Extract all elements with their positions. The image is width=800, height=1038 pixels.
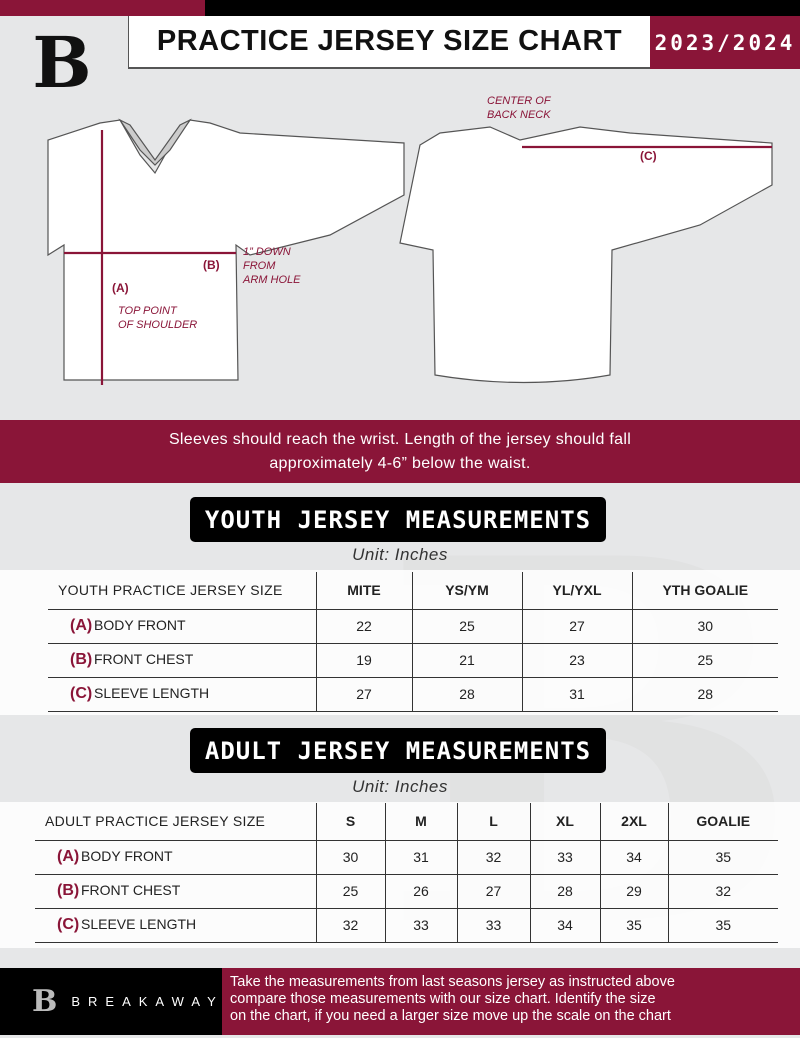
- value-cell: 22: [315, 609, 412, 644]
- season-label: 2023/2024: [650, 16, 800, 69]
- value-cell: 32: [667, 874, 778, 909]
- value-cell: 35: [599, 908, 668, 943]
- footer-line-3: on the chart, if you need a larger size …: [230, 1008, 671, 1024]
- table-row: (A) BODY FRONT 30 31 32 33 34 35: [35, 840, 778, 875]
- header-cell: S: [315, 803, 385, 841]
- value-cell: 29: [599, 874, 668, 909]
- value-cell: 34: [529, 908, 600, 943]
- header-cell: ADULT PRACTICE JERSEY SIZE: [35, 803, 316, 841]
- value-cell: 33: [384, 908, 457, 943]
- value-cell: 33: [529, 840, 600, 875]
- footer-brand-name: BREAKAWAY: [71, 994, 224, 1009]
- brand-logo: B: [32, 21, 92, 104]
- value-cell: 19: [315, 643, 412, 678]
- label-center-back-neck: CENTER OF BACK NECK: [487, 95, 551, 121]
- value-cell: 34: [599, 840, 668, 875]
- row-name: BODY FRONT: [94, 617, 186, 633]
- value-cell: 26: [384, 874, 457, 909]
- header-cell: YS/YM: [411, 572, 522, 610]
- row-name: FRONT CHEST: [81, 882, 181, 898]
- footer-brand: B BREAKAWAY: [0, 968, 222, 1035]
- footer-line-1: Take the measurements from last seasons …: [230, 974, 675, 990]
- row-letter: (B): [57, 882, 80, 899]
- label-a-note: TOP POINT OF SHOULDER: [118, 305, 198, 331]
- front-jersey: [47, 118, 405, 381]
- row-label: (A) BODY FRONT: [48, 609, 316, 644]
- fit-guidance-line-1: Sleeves should reach the wrist. Length o…: [168, 431, 632, 448]
- header-cell: L: [456, 803, 530, 841]
- header-cell: YTH GOALIE: [631, 572, 778, 610]
- row-label: (C) SLEEVE LENGTH: [48, 677, 316, 712]
- youth-section-title: YOUTH JERSEY MEASUREMENTS: [190, 497, 606, 542]
- table-header-row: ADULT PRACTICE JERSEY SIZE S M L XL 2XL …: [35, 803, 778, 841]
- header-cell: YL/YXL: [521, 572, 632, 610]
- value-cell: 30: [315, 840, 385, 875]
- value-cell: 28: [529, 874, 600, 909]
- top-bar: [205, 0, 800, 16]
- footer-line-2: compare those measurements with our size…: [230, 991, 656, 1007]
- row-letter: (B): [70, 651, 93, 668]
- value-cell: 31: [521, 677, 632, 712]
- row-letter: (A): [70, 617, 93, 634]
- header-cell: 2XL: [599, 803, 668, 841]
- value-cell: 27: [315, 677, 412, 712]
- row-name: BODY FRONT: [81, 848, 173, 864]
- row-letter: (A): [57, 848, 80, 865]
- table-row: (C) SLEEVE LENGTH 32 33 33 34 35 35: [35, 908, 778, 943]
- header-cell: MITE: [315, 572, 412, 610]
- footer-instructions: Take the measurements from last seasons …: [222, 968, 800, 1035]
- value-cell: 23: [521, 643, 632, 678]
- footer-logo: B: [32, 984, 58, 1019]
- row-label: (A) BODY FRONT: [35, 840, 316, 875]
- value-cell: 30: [631, 609, 778, 644]
- table-header-row: YOUTH PRACTICE JERSEY SIZE MITE YS/YM YL…: [48, 572, 778, 610]
- youth-unit: Unit: Inches: [352, 545, 448, 564]
- row-letter: (C): [57, 916, 80, 933]
- page-title: PRACTICE JERSEY SIZE CHART: [128, 16, 650, 69]
- value-cell: 21: [411, 643, 522, 678]
- fit-guidance-line-2: approximately 4-6” below the waist.: [269, 455, 531, 472]
- label-a: (A): [112, 281, 129, 295]
- value-cell: 25: [411, 609, 522, 644]
- youth-size-table: YOUTH PRACTICE JERSEY SIZE MITE YS/YM YL…: [48, 572, 778, 712]
- value-cell: 28: [411, 677, 522, 712]
- header-cell: XL: [529, 803, 600, 841]
- value-cell: 32: [315, 908, 385, 943]
- header-cell: M: [384, 803, 457, 841]
- adult-size-table: ADULT PRACTICE JERSEY SIZE S M L XL 2XL …: [35, 803, 778, 943]
- value-cell: 25: [315, 874, 385, 909]
- value-cell: 33: [456, 908, 530, 943]
- value-cell: 25: [631, 643, 778, 678]
- table-row: (B) FRONT CHEST 19 21 23 25: [48, 643, 778, 678]
- row-label: (C) SLEEVE LENGTH: [35, 908, 316, 943]
- row-name: FRONT CHEST: [94, 651, 194, 667]
- top-bar-accent: [0, 0, 205, 16]
- header-cell: GOALIE: [667, 803, 778, 841]
- row-name: SLEEVE LENGTH: [94, 685, 210, 701]
- label-b-note: 1” DOWN FROM ARM HOLE: [243, 246, 301, 286]
- value-cell: 35: [667, 908, 778, 943]
- header-cell: YOUTH PRACTICE JERSEY SIZE: [48, 572, 316, 610]
- table-row: (C) SLEEVE LENGTH 27 28 31 28: [48, 677, 778, 712]
- adult-unit: Unit: Inches: [352, 777, 448, 796]
- label-b: (B): [203, 258, 220, 272]
- label-c: (C): [640, 149, 657, 163]
- jersey-diagram: [47, 118, 773, 385]
- value-cell: 27: [456, 874, 530, 909]
- row-label: (B) FRONT CHEST: [35, 874, 316, 909]
- back-jersey: [399, 126, 773, 384]
- value-cell: 27: [521, 609, 632, 644]
- row-label: (B) FRONT CHEST: [48, 643, 316, 678]
- value-cell: 32: [456, 840, 530, 875]
- value-cell: 35: [667, 840, 778, 875]
- table-row: (B) FRONT CHEST 25 26 27 28 29 32: [35, 874, 778, 909]
- table-row: (A) BODY FRONT 22 25 27 30: [48, 609, 778, 644]
- value-cell: 31: [384, 840, 457, 875]
- value-cell: 28: [631, 677, 778, 712]
- row-letter: (C): [70, 685, 93, 702]
- row-name: SLEEVE LENGTH: [81, 916, 197, 932]
- adult-section-title: ADULT JERSEY MEASUREMENTS: [190, 728, 606, 773]
- fit-guidance-banner: Sleeves should reach the wrist. Length o…: [0, 420, 800, 483]
